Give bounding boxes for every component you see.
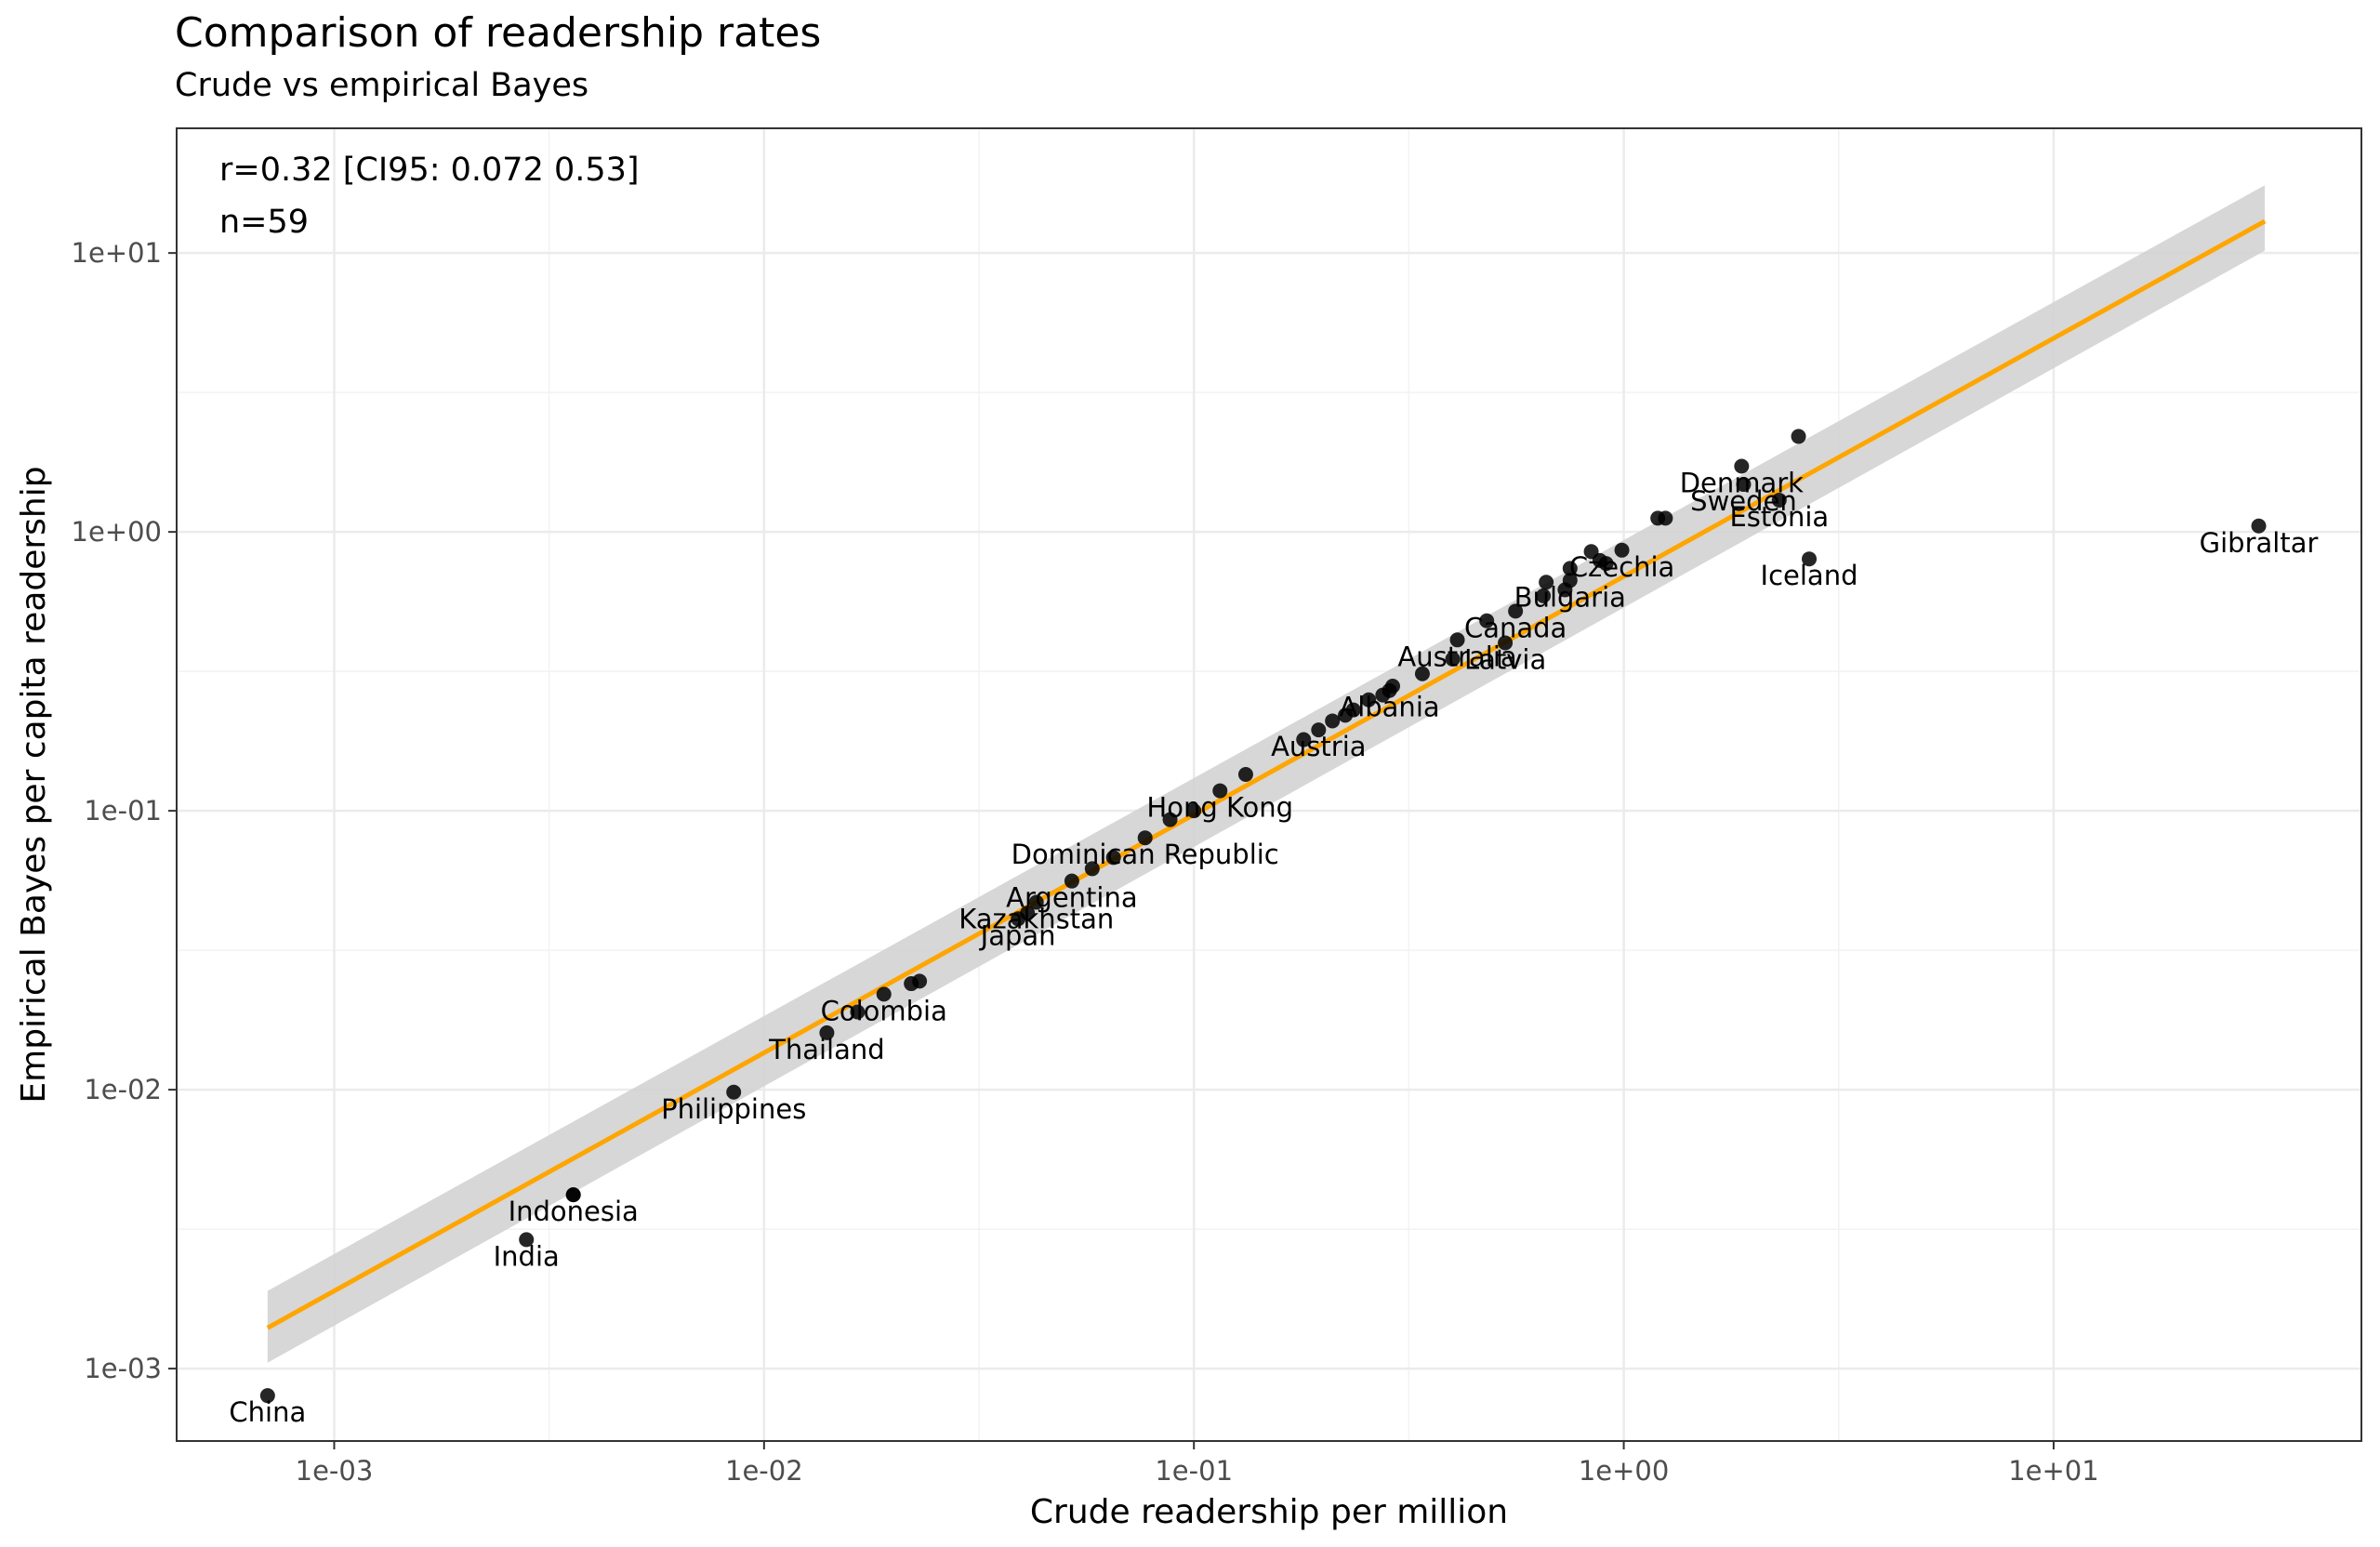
regression-line: [266, 218, 2267, 1330]
data-point: [1802, 551, 1818, 567]
data-point: [1498, 635, 1514, 651]
data-point: [565, 1187, 581, 1203]
data-point: [519, 1232, 535, 1248]
point-label: Sweden: [1690, 485, 1797, 517]
x-tick-label: 1e+00: [1579, 1455, 1670, 1487]
point-label: India: [494, 1240, 560, 1272]
data-point: [2251, 518, 2267, 534]
data-point: [1791, 429, 1806, 444]
data-point: [819, 1025, 835, 1040]
y-tick-label: 1e+01: [72, 237, 163, 269]
data-point: [1186, 803, 1202, 819]
data-point: [1237, 767, 1253, 783]
data-point: [850, 1004, 866, 1020]
data-point: [1479, 613, 1495, 628]
point-label: Canada: [1464, 612, 1567, 643]
data-point: [1562, 561, 1578, 576]
data-point: [1345, 702, 1361, 718]
data-point: [912, 973, 928, 989]
data-point: [1771, 492, 1787, 508]
point-label: Kazakhstan: [959, 903, 1114, 934]
chart-subtitle: Crude vs empirical Bayes: [175, 67, 589, 104]
data-point: [1734, 458, 1750, 474]
point-label: Bulgaria: [1514, 581, 1626, 613]
point-label: Philippines: [661, 1093, 806, 1125]
point-label: Austria: [1271, 731, 1366, 762]
data-point: [1562, 573, 1578, 588]
x-tick-label: 1e+01: [2008, 1455, 2099, 1487]
point-label: Denmark: [1680, 467, 1804, 498]
data-point: [1162, 812, 1178, 827]
data-point: [1311, 722, 1327, 738]
point-label: Czechia: [1569, 551, 1674, 583]
y-tick-label: 1e-01: [84, 795, 162, 826]
point-label: Hong Kong: [1146, 792, 1293, 824]
y-tick-label: 1e+00: [72, 516, 163, 548]
point-label: Latvia: [1464, 644, 1546, 676]
point-label: Iceland: [1761, 560, 1858, 591]
point-label: Dominican Republic: [1012, 839, 1279, 870]
y-axis-title: Empirical Bayes per capita readership: [15, 466, 53, 1103]
data-point: [1020, 906, 1036, 921]
data-point: [1445, 651, 1461, 667]
data-point: [1614, 542, 1630, 558]
point-label: Gibraltar: [2200, 527, 2319, 559]
point-label: Albania: [1339, 692, 1439, 723]
panel-border: [176, 127, 2362, 1442]
point-label: Australia: [1397, 641, 1516, 672]
data-point: [1137, 830, 1153, 846]
data-point: [1325, 713, 1341, 729]
data-point: [1598, 556, 1614, 572]
point-label: Estonia: [1729, 501, 1829, 533]
data-point: [259, 1388, 275, 1404]
y-tick-label: 1e-02: [84, 1074, 162, 1105]
data-point: [1212, 783, 1228, 799]
point-label: Japan: [979, 919, 1056, 951]
y-tick-label: 1e-03: [84, 1353, 162, 1384]
point-labels: China India Indonesia Philippines Thailand Co…: [229, 467, 2318, 1428]
data-point: [1449, 632, 1465, 648]
annotation-correlation: r=0.32 [CI95: 0.072 0.53]: [219, 152, 640, 189]
data-point: [1736, 477, 1752, 493]
chart-title: Comparison of readership rates: [175, 9, 822, 57]
data-point: [1064, 873, 1079, 889]
annotation-count: n=59: [219, 204, 309, 241]
data-point: [1105, 850, 1121, 866]
point-label: Indonesia: [509, 1196, 639, 1227]
data-point: [1385, 678, 1401, 694]
point-label: Thailand: [768, 1034, 885, 1065]
y-axis: 1e-03 1e-02 1e-01 1e+00 1e+01: [72, 237, 177, 1384]
x-axis: 1e-03 1e-02 1e-01 1e+00 1e+01: [296, 1441, 2099, 1487]
data-point: [876, 986, 892, 1002]
point-label: Argentina: [1006, 882, 1137, 914]
data-point: [1361, 692, 1377, 707]
fit-line: [266, 218, 2267, 1330]
data-point: [1508, 603, 1524, 619]
data-point: [1539, 575, 1554, 590]
grid-major: [177, 128, 2361, 1441]
data-point: [1658, 510, 1673, 526]
data-point: [1536, 588, 1552, 603]
x-tick-label: 1e-02: [725, 1455, 803, 1487]
x-axis-title: Crude readership per million: [1030, 1493, 1508, 1531]
data-point: [726, 1084, 742, 1100]
data-point: [1414, 666, 1430, 681]
data-points: [259, 429, 2267, 1404]
point-label: Colombia: [821, 995, 947, 1026]
x-tick-label: 1e-03: [296, 1455, 374, 1487]
data-point: [1296, 732, 1312, 747]
data-point: [1028, 894, 1044, 910]
point-label: China: [229, 1396, 306, 1428]
x-tick-label: 1e-01: [1155, 1455, 1233, 1487]
data-point: [1084, 861, 1100, 877]
